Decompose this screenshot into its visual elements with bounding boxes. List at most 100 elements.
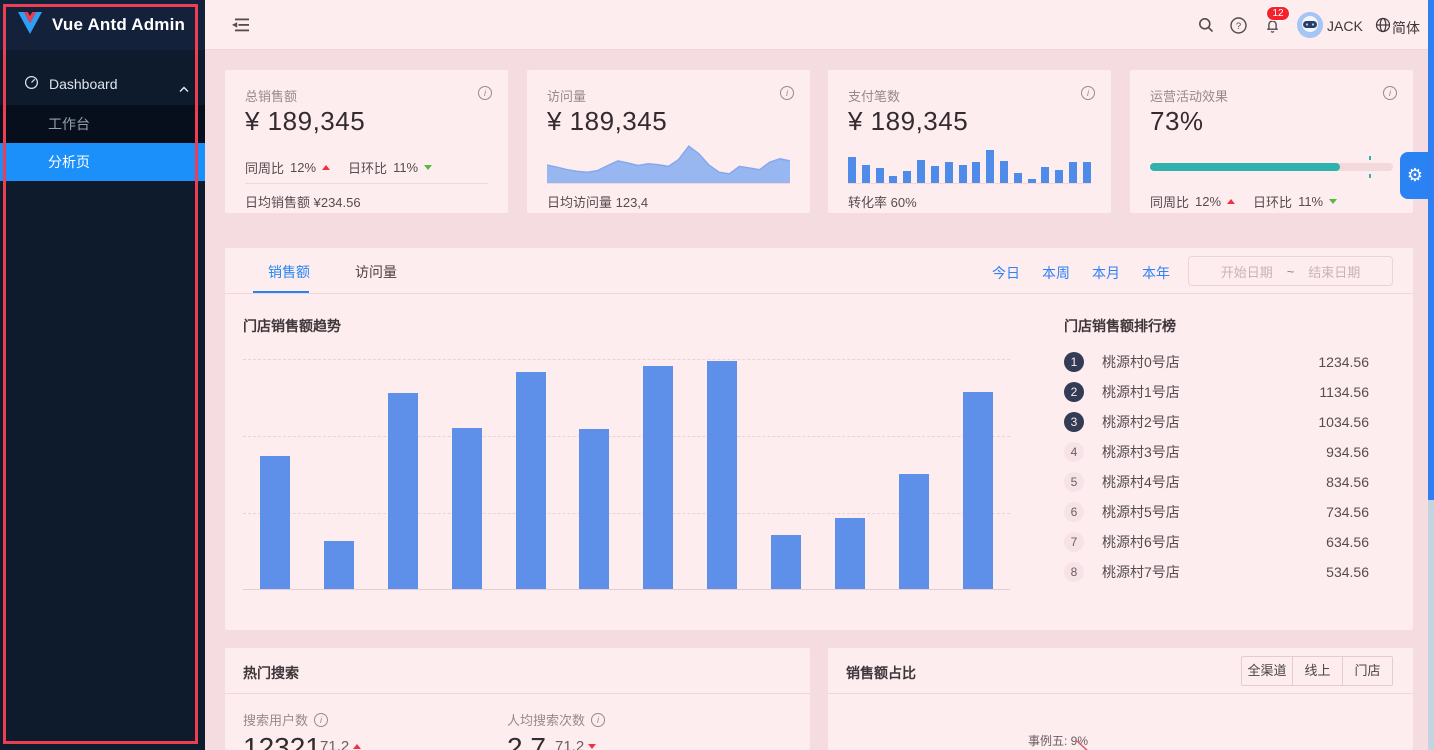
store-name: 桃源村2号店	[1102, 414, 1180, 430]
store-sales-value: 1234.56	[1318, 354, 1369, 370]
trend-down-icon	[1329, 199, 1338, 204]
rank-item: 8 桃源村7号店 534.56	[1064, 562, 1369, 582]
info-icon[interactable]: i	[591, 712, 606, 727]
app-title: Vue Antd Admin	[52, 15, 186, 34]
channel-online-button[interactable]: 线上	[1292, 657, 1342, 685]
avatar[interactable]	[1297, 12, 1323, 38]
filter-today[interactable]: 今日	[992, 265, 1020, 281]
rank-badge: 6	[1064, 502, 1084, 522]
channel-button-group: 全渠道 线上 门店	[1241, 656, 1393, 686]
sidebar: Vue Antd Admin Dashboard 工作台 分析页	[0, 0, 205, 750]
trend-up-icon	[353, 744, 362, 749]
mini-bar	[1055, 170, 1064, 184]
menu-fold-icon[interactable]	[232, 18, 250, 37]
bar	[451, 428, 482, 589]
mini-bar	[889, 176, 898, 184]
rank-item: 3 桃源村2号店 1034.56	[1064, 412, 1369, 432]
bar	[387, 393, 418, 589]
progress-target-tick-top	[1368, 156, 1371, 160]
bar	[643, 366, 674, 589]
trend-down-icon	[424, 165, 433, 170]
help-icon[interactable]: ?	[1230, 17, 1247, 39]
mini-bar	[903, 171, 912, 184]
mini-bar	[1041, 167, 1050, 184]
metric-trend: 71.2	[320, 738, 362, 750]
bar	[771, 535, 802, 589]
filter-week[interactable]: 本周	[1042, 265, 1070, 281]
trend-row: 同周比 12% 日环比 11%	[1150, 192, 1338, 211]
language-selector[interactable]: 简体	[1392, 20, 1420, 36]
mini-bar	[1069, 162, 1077, 184]
rank-badge: 5	[1064, 472, 1084, 492]
mini-bar	[986, 150, 995, 184]
info-icon[interactable]: i	[1383, 86, 1397, 100]
rank-item: 7 桃源村6号店 634.56	[1064, 532, 1369, 552]
user-name[interactable]: JACK	[1327, 18, 1363, 34]
metric-trend: 71.2	[555, 738, 597, 750]
rank-item: 1 桃源村0号店 1234.56	[1064, 352, 1369, 372]
sales-ratio-card: 销售额占比 全渠道 线上 门店 事例五: 9%	[828, 648, 1413, 750]
divider	[245, 183, 488, 184]
active-tab-underline	[253, 291, 309, 293]
app-logo-row[interactable]: Vue Antd Admin	[0, 0, 205, 50]
trend-up-icon	[322, 165, 331, 170]
channel-store-button[interactable]: 门店	[1342, 657, 1392, 685]
mini-bar	[1027, 179, 1036, 184]
notification-badge: 12	[1266, 6, 1290, 21]
sidebar-subitem-analysis[interactable]: 分析页	[0, 143, 205, 181]
rank-item: 2 桃源村1号店 1134.56	[1064, 382, 1369, 402]
rank-badge: 1	[1064, 352, 1084, 372]
stat-footer: 日均访问量 123,4	[547, 195, 649, 210]
metric-label: 搜索用户数 i	[243, 710, 329, 729]
mini-bar	[875, 168, 884, 184]
bar-series	[243, 355, 1010, 589]
stat-title: 支付笔数	[848, 89, 901, 104]
info-icon[interactable]: i	[478, 86, 492, 100]
store-name: 桃源村6号店	[1102, 534, 1180, 550]
mini-bar	[930, 166, 939, 184]
progress-fill	[1150, 163, 1340, 171]
settings-gear-button[interactable]: ⚙	[1400, 152, 1430, 199]
search-icon[interactable]	[1198, 17, 1214, 38]
channel-all-button[interactable]: 全渠道	[1247, 663, 1287, 678]
mini-bar	[1082, 162, 1091, 184]
stat-value: 73%	[1150, 106, 1204, 136]
trend-up-icon	[1227, 199, 1236, 204]
stat-value: ¥ 189,345	[848, 106, 969, 136]
start-date-placeholder: 开始日期	[1220, 264, 1273, 280]
store-name: 桃源村1号店	[1102, 384, 1180, 400]
date-range-picker[interactable]: 开始日期 ~ 结束日期	[1188, 256, 1393, 286]
store-sales-value: 934.56	[1326, 444, 1369, 460]
info-icon[interactable]: i	[1081, 86, 1095, 100]
tab-sales[interactable]: 销售额	[268, 264, 310, 280]
store-name: 桃源村5号店	[1102, 504, 1180, 520]
bar	[515, 372, 546, 589]
trend-down-icon	[588, 744, 597, 749]
globe-icon[interactable]	[1375, 17, 1391, 38]
rank-item: 4 桃源村3号店 934.56	[1064, 442, 1369, 462]
info-icon[interactable]: i	[780, 86, 794, 100]
sidebar-item-dashboard[interactable]: Dashboard	[0, 63, 205, 105]
scrollbar-thumb[interactable]	[1428, 0, 1434, 500]
info-icon[interactable]: i	[314, 712, 329, 727]
scrollbar-track[interactable]	[1428, 0, 1434, 750]
filter-year[interactable]: 本年	[1142, 265, 1170, 281]
visits-area-chart	[547, 145, 790, 184]
stat-card-operation-effect: 运营活动效果 i 73% 同周比 12% 日环比 11%	[1130, 70, 1413, 213]
dashboard-submenu: 工作台 分析页	[0, 105, 205, 181]
dashboard-icon	[24, 75, 39, 93]
store-sales-value: 1134.56	[1319, 384, 1369, 400]
svg-text:?: ?	[1236, 21, 1241, 32]
tab-visits[interactable]: 访问量	[355, 264, 397, 280]
sidebar-subitem-workbench[interactable]: 工作台	[48, 116, 90, 132]
chevron-up-icon	[179, 80, 189, 96]
trend-row: 同周比 12% 日环比 11%	[245, 158, 433, 177]
divider	[547, 183, 790, 184]
rank-badge: 3	[1064, 412, 1084, 432]
bar	[835, 518, 866, 589]
filter-month[interactable]: 本月	[1092, 265, 1120, 281]
store-name: 桃源村7号店	[1102, 564, 1180, 580]
operation-progress-bar	[1150, 156, 1393, 178]
area-fill	[547, 146, 790, 184]
store-sales-value: 634.56	[1326, 534, 1369, 550]
